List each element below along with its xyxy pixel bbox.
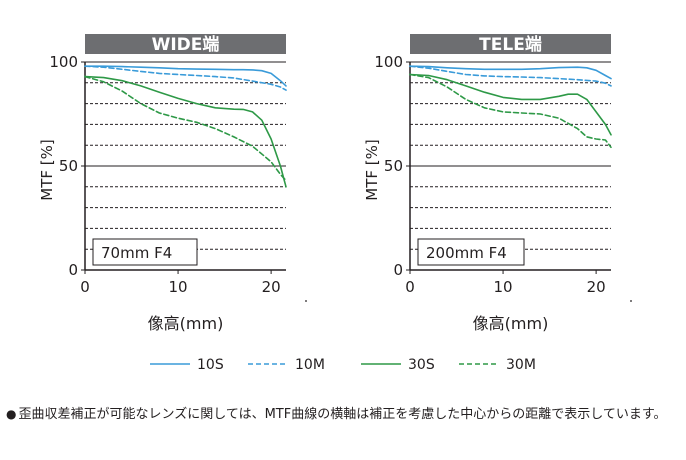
x-tick-label: 20 xyxy=(587,278,606,296)
annotation-text: 200mm F4 xyxy=(426,244,507,262)
footnote-bullet: ● xyxy=(6,407,17,421)
title-banner xyxy=(85,34,286,54)
series-line-30S xyxy=(84,75,287,188)
y-tick-label: 0 xyxy=(68,261,78,279)
y-axis-label: MTF [%] xyxy=(38,139,56,200)
series-line-10M xyxy=(409,65,612,87)
chart-panel-2: TELE端 0 50 100 0 10 20 像高(mm) MTF [%] 200mm F4 xyxy=(363,34,632,333)
x-axis-label: 像高(mm) xyxy=(148,314,224,333)
annotation-text: 70mm F4 xyxy=(101,244,172,262)
legend-label: 30S xyxy=(408,357,435,373)
axis-end-dot xyxy=(630,300,632,302)
y-tick-label: 100 xyxy=(374,53,403,71)
series-line-30S xyxy=(409,73,612,136)
title-banner xyxy=(410,34,611,54)
x-tick-label: 0 xyxy=(405,278,415,296)
y-tick-label: 0 xyxy=(393,261,403,279)
legend-label: 10S xyxy=(197,357,224,373)
y-axis-label: MTF [%] xyxy=(363,139,381,200)
y-tick-label: 50 xyxy=(59,157,78,175)
y-tick-label: 100 xyxy=(49,53,78,71)
series-line-10M xyxy=(84,65,287,91)
footnote: ● 歪曲収差補正が可能なレンズに関しては、MTF曲線の横軸は補正を考慮した中心から… xyxy=(6,404,682,425)
legend-label: 10M xyxy=(295,357,325,373)
x-tick-label: 10 xyxy=(494,278,513,296)
series-line-10S xyxy=(409,65,612,80)
series-line-30M xyxy=(84,75,287,182)
y-tick-label: 50 xyxy=(384,157,403,175)
axis-end-dot xyxy=(305,300,307,302)
annotation-box xyxy=(417,238,525,266)
series-line-10S xyxy=(84,65,287,87)
chart-title: TELE端 xyxy=(479,34,542,55)
chart-panel-1: WIDE端 0 50 100 0 10 20 像高(mm) MTF [%] 70mm F4 xyxy=(38,34,307,333)
chart-title: WIDE端 xyxy=(152,34,220,55)
series-line-30M xyxy=(409,73,612,149)
x-axis-label: 像高(mm) xyxy=(473,314,549,333)
annotation-box xyxy=(92,238,198,266)
legend-label: 30M xyxy=(506,357,536,373)
x-tick-label: 20 xyxy=(262,278,281,296)
footnote-text: 歪曲収差補正が可能なレンズに関しては、MTF曲線の横軸は補正を考慮した中心からの… xyxy=(18,407,667,422)
legend: 10S 10M 30S 30M xyxy=(150,357,536,373)
x-tick-label: 10 xyxy=(169,278,188,296)
x-tick-label: 0 xyxy=(80,278,90,296)
